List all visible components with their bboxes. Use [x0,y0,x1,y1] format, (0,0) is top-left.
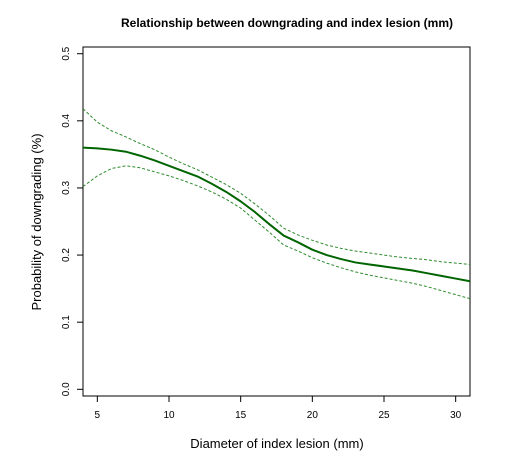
y-tick-label: 0.5 [61,46,72,60]
upper-bound-line [82,108,471,265]
y-tick-label: 0.1 [61,315,72,329]
x-tick-label: 5 [95,410,101,421]
y-axis-label: Probability of downgrading (%) [29,133,44,310]
x-tick-label: 30 [450,410,462,421]
x-axis-label: Diameter of index lesion (mm) [190,436,363,451]
y-tick-label: 0.3 [61,181,72,195]
lower-bound-line [82,165,471,300]
series-layer [82,108,471,300]
x-axis: 5 10 15 20 25 30 [95,396,462,421]
x-tick-label: 20 [307,410,319,421]
x-tick-label: 10 [163,410,175,421]
x-tick-label: 25 [378,410,390,421]
plot-frame [82,46,471,397]
x-tick-label: 15 [235,410,247,421]
chart-title: Relationship between downgrading and ind… [121,16,453,30]
y-tick-label: 0.4 [61,113,72,127]
y-axis: 0.0 0.1 0.2 0.3 0.4 0.5 [61,46,83,396]
estimate-line [82,146,471,283]
y-tick-label: 0.0 [61,382,72,396]
y-tick-label: 0.2 [61,248,72,262]
